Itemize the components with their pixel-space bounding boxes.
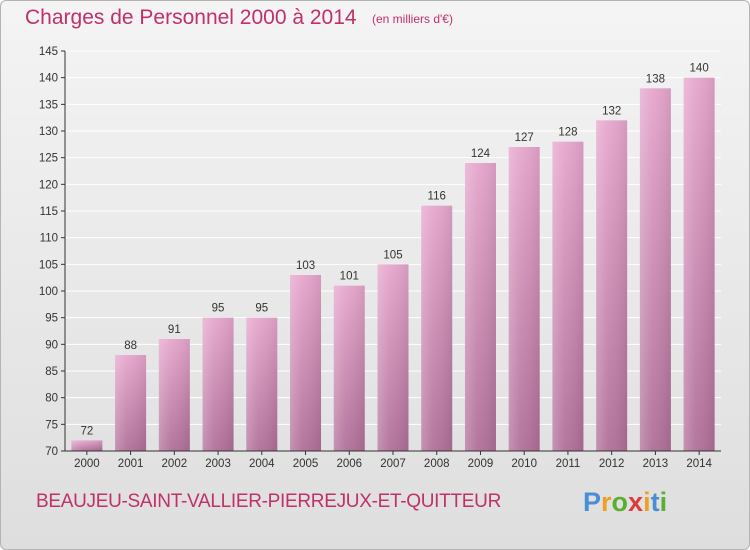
x-tick-label: 2012 [599, 458, 625, 470]
bar-highlight [421, 205, 453, 451]
data-label: 140 [690, 63, 709, 75]
logo-letter: i [659, 487, 668, 517]
data-label: 128 [558, 127, 577, 139]
x-tick-label: 2000 [74, 458, 100, 470]
y-tick-label: 80 [45, 393, 58, 405]
y-tick-label: 125 [39, 153, 58, 165]
data-label: 101 [340, 271, 359, 283]
chart-title: Charges de Personnel 2000 à 2014 [25, 6, 357, 29]
bar-highlight [683, 77, 715, 452]
data-label: 91 [168, 324, 181, 336]
data-label: 103 [296, 260, 315, 272]
y-tick-label: 105 [39, 259, 58, 271]
y-tick-label: 85 [45, 366, 58, 378]
data-label: 132 [602, 105, 621, 117]
logo-letter: t [650, 487, 660, 517]
x-tick-label: 2004 [249, 458, 275, 470]
x-tick-label: 2011 [556, 458, 581, 470]
data-label: 72 [80, 425, 93, 437]
bar-highlight [596, 120, 628, 451]
bar-highlight [333, 285, 365, 451]
data-label: 105 [383, 249, 402, 261]
y-tick-label: 75 [45, 419, 58, 431]
x-tick-label: 2001 [118, 458, 144, 470]
y-tick-label: 130 [39, 126, 58, 138]
data-label: 88 [124, 340, 137, 352]
data-label: 124 [471, 148, 491, 160]
bar-highlight [639, 88, 671, 451]
y-tick-label: 120 [39, 179, 58, 191]
x-tick-label: 2010 [511, 458, 537, 470]
y-tick-label: 90 [45, 339, 58, 351]
x-tick-label: 2014 [686, 458, 712, 470]
data-label: 116 [428, 191, 446, 203]
bar-highlight [552, 141, 584, 451]
bar-highlight [377, 264, 409, 451]
x-tick-label: 2007 [380, 458, 406, 470]
logo-letter: P [583, 487, 602, 517]
y-tick-label: 115 [40, 206, 58, 218]
x-tick-label: 2008 [424, 458, 450, 470]
proxiti-logo: Proxiti [583, 487, 667, 518]
logo-letter: o [611, 487, 629, 517]
bar-highlight [115, 355, 147, 451]
x-tick-label: 2002 [162, 458, 188, 470]
bar-highlight [71, 440, 103, 451]
y-tick-label: 145 [39, 46, 58, 58]
y-tick-label: 140 [39, 73, 58, 85]
logo-letter: r [601, 487, 612, 517]
bar-highlight [246, 317, 278, 451]
bar-highlight [158, 339, 190, 451]
y-tick-label: 100 [39, 286, 58, 298]
bar-highlight [508, 147, 540, 451]
logo-letter: i [643, 487, 651, 517]
y-tick-label: 135 [39, 99, 58, 111]
bar-highlight [290, 275, 322, 451]
x-tick-label: 2006 [336, 458, 362, 470]
x-tick-label: 2005 [293, 458, 319, 470]
data-label: 127 [515, 132, 534, 144]
chart-subtitle: (en milliers d'€) [372, 12, 453, 26]
x-tick-label: 2013 [643, 458, 669, 470]
bar-highlight [464, 163, 496, 451]
x-tick-label: 2003 [205, 458, 231, 470]
bar-highlight [202, 317, 234, 451]
y-tick-label: 70 [45, 446, 58, 458]
y-tick-label: 110 [40, 233, 58, 245]
data-label: 95 [255, 303, 268, 315]
y-tick-label: 95 [45, 313, 58, 325]
x-tick-label: 2009 [468, 458, 494, 470]
data-label: 138 [646, 73, 665, 85]
city-name: BEAUJEU-SAINT-VALLIER-PIERREJUX-ET-QUITT… [36, 491, 501, 512]
logo-letter: x [628, 487, 644, 517]
data-label: 95 [212, 303, 225, 315]
